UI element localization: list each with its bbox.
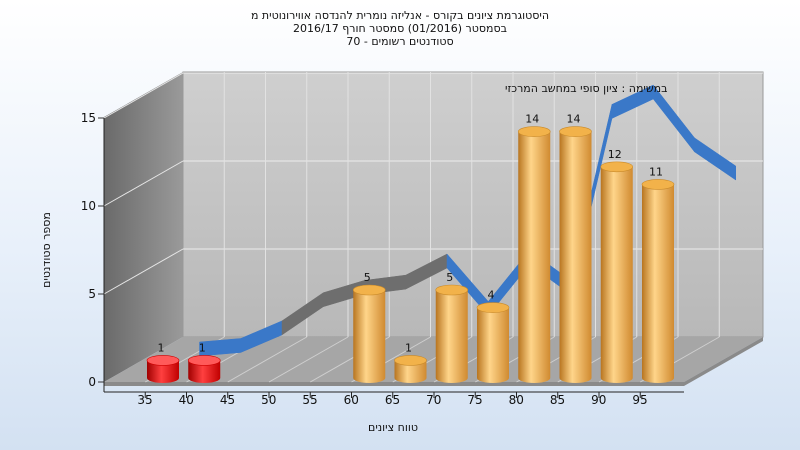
y-tick-label: 5	[88, 287, 96, 301]
bar-value-label: 14	[525, 113, 539, 126]
x-tick-label: 50	[261, 393, 276, 407]
bar: 14	[559, 113, 592, 383]
bar-body	[600, 166, 633, 383]
x-tick-label: 40	[179, 393, 194, 407]
bar-top	[517, 126, 551, 137]
bar: 1	[146, 341, 180, 383]
bar: 5	[352, 271, 386, 383]
gridline-side	[103, 160, 184, 207]
x-tick-label: 55	[302, 393, 317, 407]
side-wall	[104, 72, 183, 382]
bar: 14	[517, 113, 551, 383]
bar-top	[476, 302, 510, 313]
bar-body	[477, 307, 509, 383]
gridline-side	[103, 72, 184, 119]
bar-body	[518, 131, 551, 383]
bar-top	[394, 355, 427, 366]
bar-top	[641, 179, 675, 190]
bar-top	[146, 355, 180, 366]
bar-value-label: 1	[199, 341, 206, 354]
chart-title-line-3: סטודנטים רשומים - 70	[346, 35, 454, 48]
bar-value-label: 5	[446, 271, 453, 284]
bar: 11	[641, 165, 675, 383]
bar-value-label: 12	[608, 148, 622, 161]
bar-body	[642, 184, 674, 383]
annotation-text: במשימה : ציון סופי במחשב המרכזי	[505, 82, 668, 95]
bar-value-label: 11	[649, 165, 663, 178]
bar-body	[353, 290, 386, 383]
bar-body	[394, 360, 427, 383]
x-tick-label: 45	[220, 393, 235, 407]
x-tick-label: 65	[385, 393, 400, 407]
bar-body	[188, 360, 221, 383]
floor-front-edge	[104, 382, 684, 386]
x-tick-label: 95	[632, 393, 647, 407]
x-tick-label: 35	[137, 393, 152, 407]
bar-value-label: 5	[364, 271, 371, 284]
bar-body	[147, 360, 179, 383]
bar-top	[600, 161, 634, 173]
y-tick-label: 0	[88, 375, 96, 389]
bar: 4	[476, 289, 510, 383]
floor-right-edge	[684, 337, 763, 386]
bar-body	[435, 290, 468, 383]
bar-body	[559, 131, 592, 383]
x-tick-label: 60	[344, 393, 359, 407]
bar: 12	[600, 148, 634, 383]
bar-top	[187, 355, 221, 366]
bar-value-label: 14	[567, 113, 581, 126]
x-tick-label: 80	[509, 393, 524, 407]
gridline-floor	[227, 336, 307, 383]
bar: 5	[435, 271, 469, 383]
x-tick-label: 70	[426, 393, 441, 407]
gridline-side	[103, 248, 184, 295]
bar-value-label: 1	[158, 341, 165, 354]
bar: 1	[187, 341, 221, 383]
bar-top	[559, 126, 592, 137]
chart-title-line-2: בסמסטר (01/2016) סמסטר חורף 2016/17	[293, 22, 507, 35]
x-axis-label: טווח ציונים	[368, 421, 418, 434]
y-axis-label: מספר סטודנטים	[40, 212, 53, 288]
y-tick-label: 15	[81, 111, 96, 125]
bar-top	[435, 284, 469, 296]
floor	[104, 337, 763, 382]
gridline-floor	[268, 336, 349, 383]
curve-segment	[694, 137, 736, 181]
chart-title-line-1: היסטוגרמת ציונים בקורס - אנליזה נומרית ל…	[250, 9, 550, 22]
y-tick-label: 10	[81, 199, 96, 213]
chart-title: היסטוגרמת ציונים בקורס - אנליזה נומרית ל…	[0, 9, 800, 48]
bar-value-label: 4	[488, 289, 495, 302]
bar-top	[352, 284, 386, 296]
x-tick-label: 75	[467, 393, 482, 407]
bar: 1	[394, 341, 427, 383]
bar-value-label: 1	[405, 341, 412, 354]
x-tick-label: 90	[591, 393, 606, 407]
x-tick-label: 85	[550, 393, 565, 407]
